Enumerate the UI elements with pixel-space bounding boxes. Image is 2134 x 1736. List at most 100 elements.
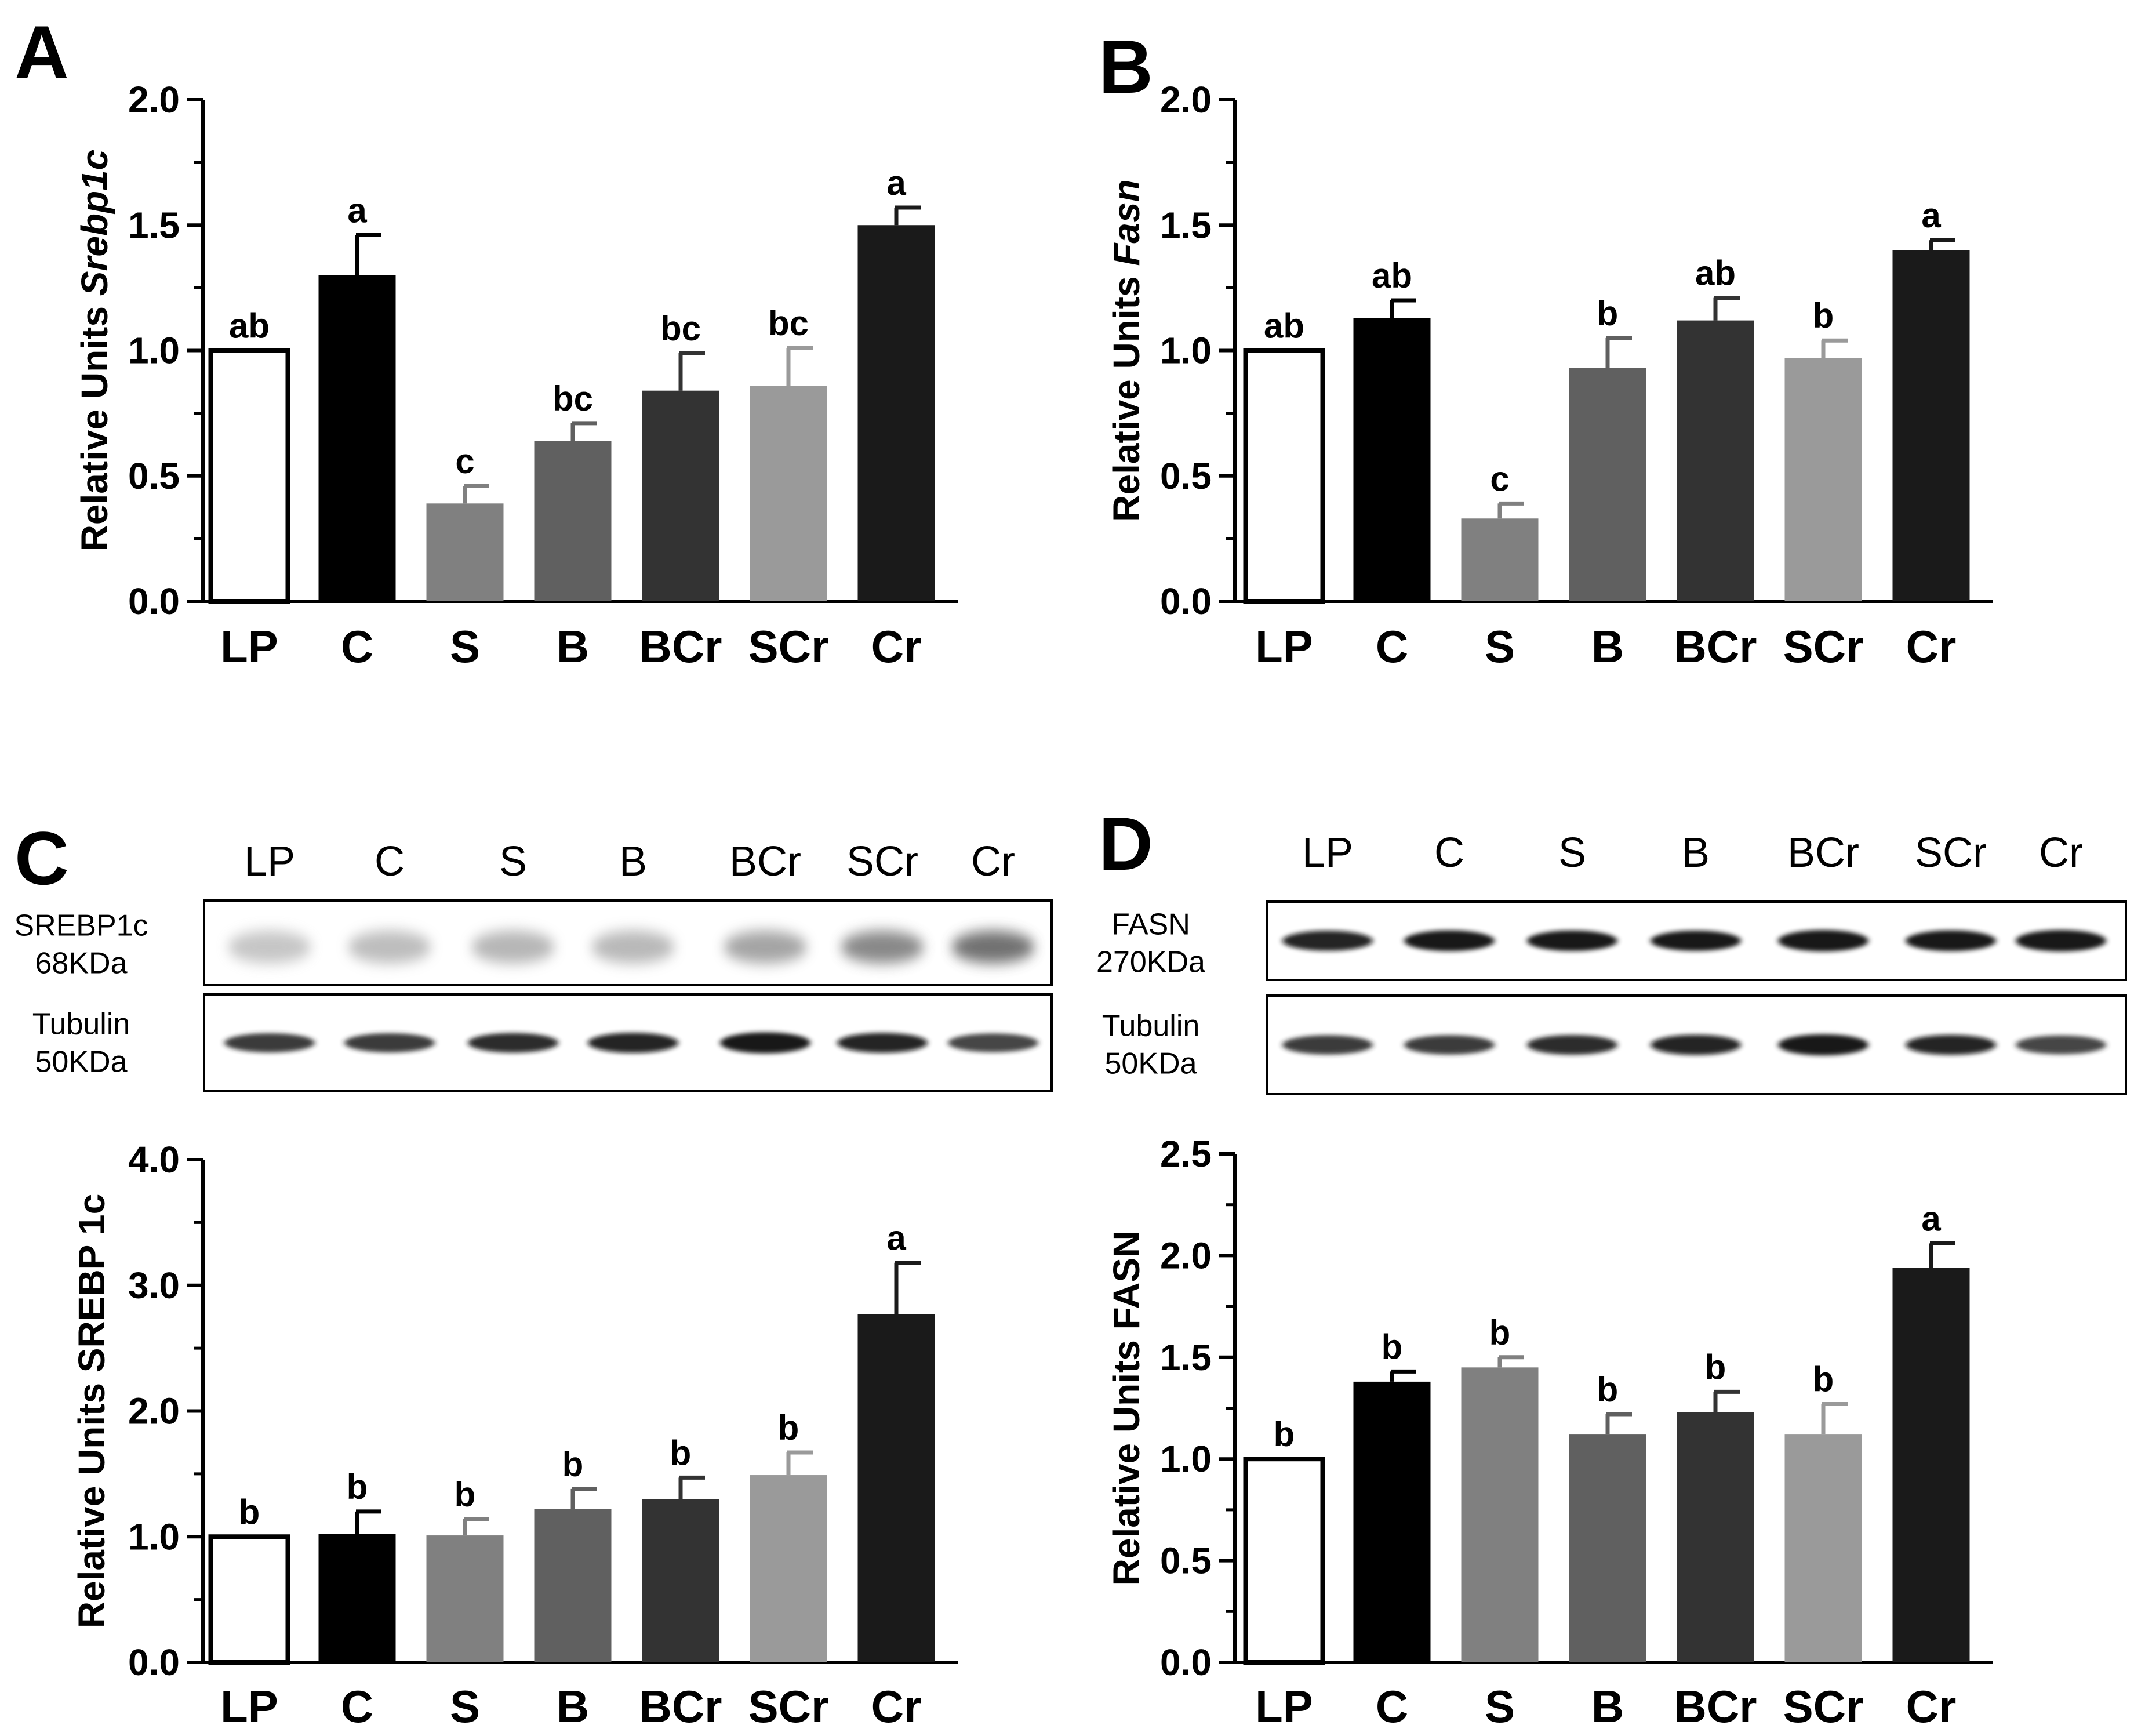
blot-band — [468, 1033, 558, 1053]
bar-c — [318, 275, 396, 601]
blot-band — [344, 1033, 435, 1053]
bar-scr — [1784, 358, 1862, 601]
x-tick-label: SCr — [1783, 1681, 1864, 1732]
bar-bcr — [642, 1499, 719, 1662]
bar-cr — [857, 1314, 935, 1662]
bar-lp — [208, 1534, 290, 1665]
y-tick-label: 2.5 — [1160, 1133, 1212, 1175]
blot-band — [1778, 929, 1868, 952]
bar-lp — [1243, 1457, 1325, 1665]
bar-lp — [208, 348, 290, 604]
blot-band — [1651, 930, 1741, 951]
significance-label: ab — [1372, 256, 1412, 295]
blot-band — [1651, 1034, 1741, 1055]
y-tick-label: 1.0 — [1160, 1438, 1212, 1480]
y-tick-label: 2.0 — [1160, 79, 1212, 121]
y-tick-label: 1.0 — [128, 1516, 180, 1557]
blot-protein-name: SREBP1c — [14, 909, 148, 942]
bar-s — [426, 1535, 504, 1662]
significance-label: b — [1813, 1360, 1834, 1399]
panel-label-a: A — [14, 10, 69, 95]
significance-label: bc — [660, 309, 701, 348]
blot-band — [1778, 1034, 1868, 1056]
bar-s — [426, 503, 504, 601]
bar-cr — [1892, 250, 1970, 601]
x-tick-label: S — [450, 621, 480, 672]
blot-lane-label: BCr — [729, 838, 801, 885]
blot-band — [2016, 1035, 2106, 1055]
significance-label: b — [1382, 1327, 1403, 1366]
bar-b — [1569, 368, 1646, 601]
blot-lane-label: SCr — [1915, 830, 1987, 876]
y-tick-label: 2.0 — [128, 79, 180, 121]
western-blot-d: LP C S B BCr SCr Cr FASN 270KDa Tubulin 50KDa — [1096, 830, 2127, 1095]
blot-band — [1527, 930, 1617, 951]
bar-s — [1461, 1367, 1539, 1662]
blot-molecular-weight: 50KDa — [1105, 1047, 1197, 1081]
bar-b — [534, 1509, 612, 1662]
blot-band — [1906, 1034, 1996, 1055]
blot-band — [1906, 930, 1996, 951]
x-tick-label: Cr — [1906, 1681, 1957, 1732]
bar-cr — [857, 225, 935, 601]
blot-lane-label: S — [1558, 830, 1586, 876]
x-tick-label: C — [341, 621, 373, 672]
blot-band — [2016, 929, 2106, 952]
bar-bcr — [1677, 1412, 1754, 1662]
y-axis-label: Relative Units FASN — [1106, 1231, 1147, 1586]
blot-band — [841, 931, 924, 964]
bar-c — [318, 1534, 396, 1662]
significance-label: b — [778, 1408, 799, 1447]
y-tick-label: 1.5 — [128, 204, 180, 246]
blot-band — [588, 1033, 678, 1053]
blot-band — [1282, 1035, 1373, 1055]
y-axis-label: Relative Units Fasn — [1106, 179, 1147, 521]
significance-label: b — [239, 1492, 260, 1531]
y-tick-label: 0.0 — [1160, 1641, 1212, 1683]
significance-label: ab — [1264, 307, 1304, 346]
panel-label-c: C — [14, 816, 69, 900]
blot-lane-label: S — [499, 838, 527, 885]
blot-lane-label: B — [619, 838, 647, 885]
y-axis-label-text: Relative Units — [74, 296, 115, 551]
x-tick-label: SCr — [748, 1681, 829, 1732]
significance-label: b — [670, 1433, 692, 1472]
blot-lane-label: C — [375, 838, 405, 885]
y-tick-label: 0.0 — [128, 580, 180, 622]
chart-fasn-protein: 0.0 0.5 1.0 1.5 2.0 2.5 Relative Units FASN b LP… — [1106, 1133, 1993, 1732]
bar-bcr — [1677, 320, 1754, 601]
significance-label: b — [1597, 1370, 1619, 1409]
x-tick-label: BCr — [1674, 621, 1757, 672]
bar-scr — [1784, 1434, 1862, 1662]
y-tick-label: 0.5 — [128, 455, 180, 497]
blot-lane-label: B — [1682, 830, 1710, 876]
significance-label: a — [347, 191, 367, 230]
x-tick-label: B — [557, 621, 589, 672]
significance-label: c — [1490, 459, 1509, 498]
x-tick-label: LP — [220, 621, 278, 672]
y-tick-label: 0.0 — [1160, 580, 1212, 622]
significance-label: b — [562, 1445, 584, 1484]
significance-label: bc — [768, 304, 809, 343]
y-axis-label-gene: Srebp1c — [74, 150, 115, 296]
blot-band — [471, 931, 555, 964]
bar-c — [1353, 1381, 1431, 1662]
y-tick-label: 4.0 — [128, 1139, 180, 1181]
significance-label: a — [886, 164, 906, 202]
panel-label-d: D — [1099, 801, 1153, 886]
bar-b — [1569, 1434, 1646, 1662]
blot-protein-name: Tubulin — [1102, 1009, 1200, 1043]
x-tick-label: S — [1485, 621, 1515, 672]
y-tick-label: 1.0 — [1160, 330, 1212, 372]
significance-label: b — [1489, 1313, 1511, 1352]
y-tick-label: 0.0 — [128, 1641, 180, 1683]
x-tick-label: BCr — [639, 621, 722, 672]
blot-band — [1404, 1035, 1495, 1055]
significance-label: a — [1921, 1199, 1941, 1238]
x-tick-label: LP — [1255, 621, 1313, 672]
bar-scr — [750, 1475, 827, 1662]
panel-label-b: B — [1099, 24, 1153, 109]
blot-band — [948, 1033, 1038, 1052]
